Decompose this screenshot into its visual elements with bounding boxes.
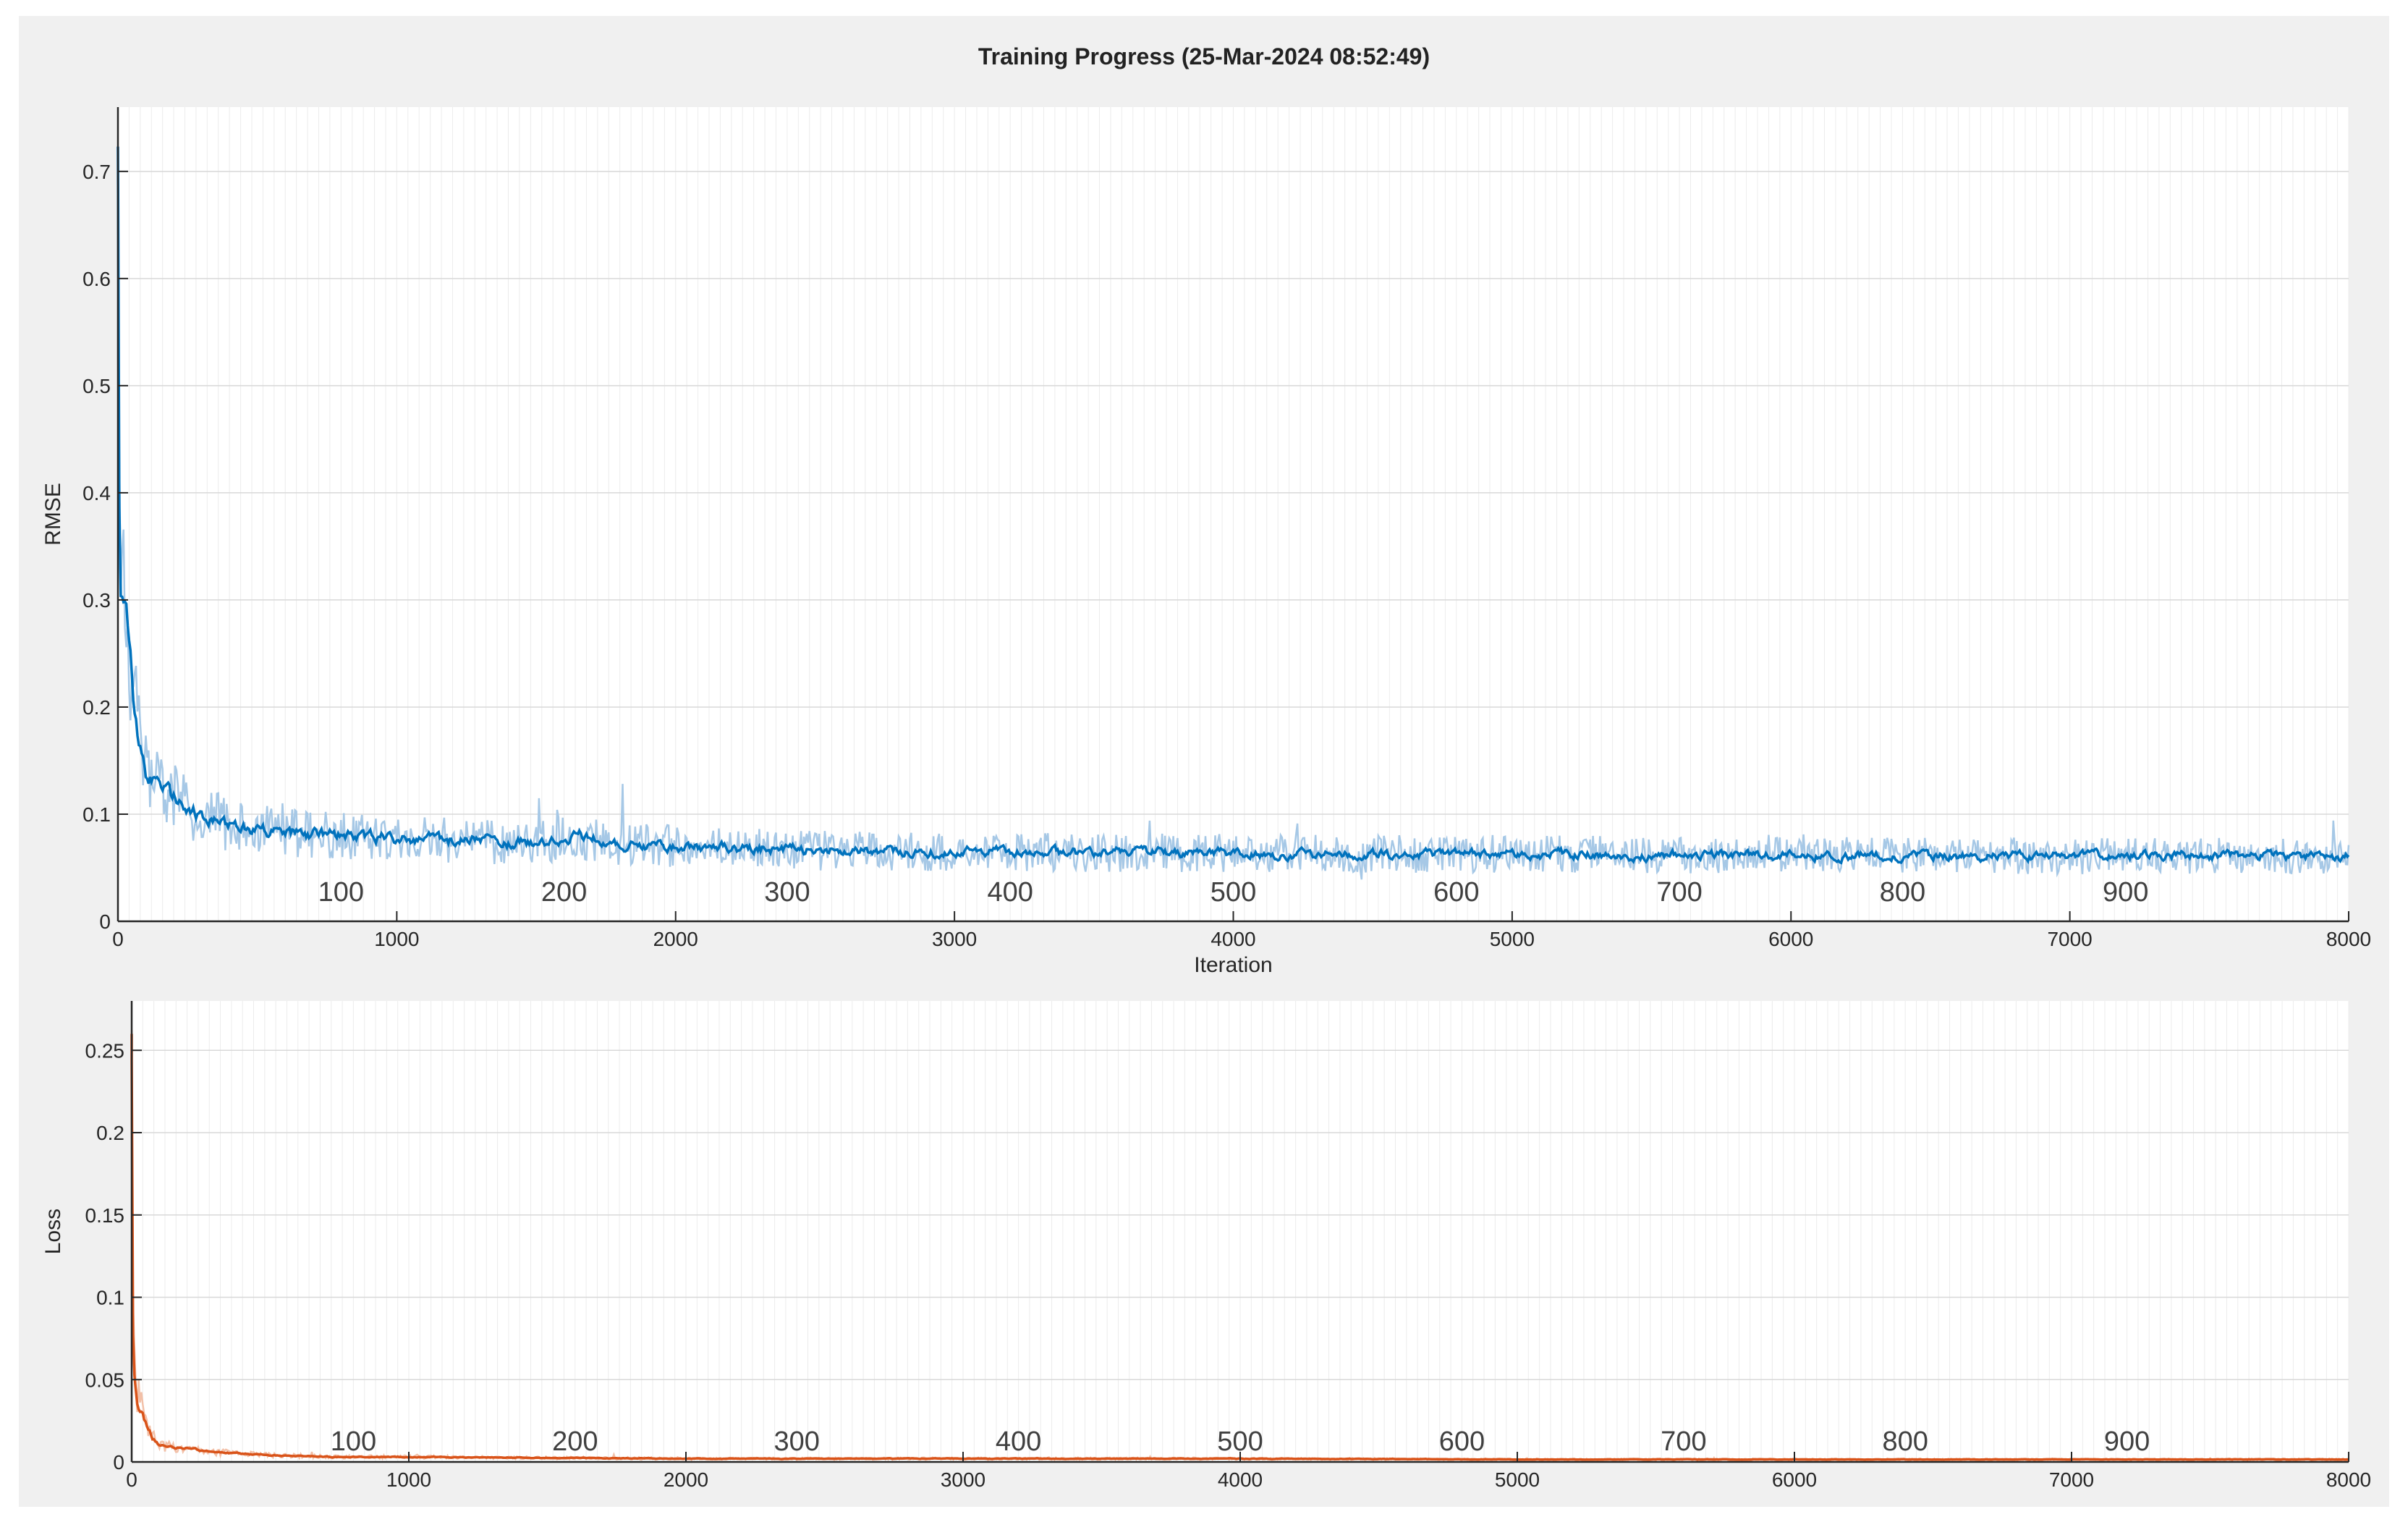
y-tick-label: 0: [99, 910, 111, 933]
epoch-label: 200: [552, 1426, 598, 1457]
x-tick-label: 5000: [1490, 928, 1535, 950]
epoch-label: 100: [331, 1426, 376, 1457]
epoch-label: 100: [318, 877, 364, 908]
x-tick-label: 4000: [1218, 1468, 1263, 1491]
epoch-label: 700: [1656, 877, 1702, 908]
minor-grid: [131, 1001, 2349, 1462]
x-tick-label: 7000: [2047, 928, 2092, 950]
x-tick-label: 0: [112, 928, 124, 950]
x-tick-label: 6000: [1768, 928, 1813, 950]
y-tick-label: 0.1: [82, 803, 111, 826]
x-tick-label: 1000: [374, 928, 419, 950]
y-axis-label: RMSE: [41, 483, 65, 546]
x-tick-label: 6000: [1772, 1468, 1817, 1491]
y-tick-label: 0.1: [96, 1287, 124, 1309]
epoch-label: 800: [1882, 1426, 1928, 1457]
smoothed-series-line: [116, 146, 2350, 865]
x-tick-label: 3000: [941, 1468, 985, 1491]
x-tick-label: 8000: [2326, 928, 2371, 950]
minor-grid: [117, 107, 2349, 921]
epoch-label: 700: [1661, 1426, 1706, 1457]
y-tick-label: 0.5: [82, 375, 111, 397]
x-tick-label: 2000: [653, 928, 698, 950]
x-tick-label: 5000: [1495, 1468, 1540, 1491]
y-tick-label: 0.6: [82, 268, 111, 290]
epoch-label: 600: [1433, 877, 1479, 908]
x-axis-label: Iteration: [1194, 953, 1272, 977]
epoch-label: 200: [541, 877, 587, 908]
epoch-label: 800: [1880, 877, 1925, 908]
figure-title: Training Progress (25-Mar-2024 08:52:49): [978, 43, 1430, 69]
epoch-label: 900: [2103, 877, 2148, 908]
x-tick-label: 3000: [932, 928, 977, 950]
x-tick-label: 2000: [664, 1468, 708, 1491]
x-tick-label: 1000: [386, 1468, 431, 1491]
x-tick-label: 0: [126, 1468, 137, 1491]
y-tick-label: 0.15: [85, 1204, 125, 1227]
epoch-label: 400: [996, 1426, 1041, 1457]
y-axis-label: Loss: [41, 1209, 65, 1254]
y-tick-label: 0.25: [85, 1039, 125, 1062]
epoch-label: 600: [1439, 1426, 1485, 1457]
y-tick-label: 0.2: [82, 696, 111, 719]
x-tick-label: 8000: [2326, 1468, 2371, 1491]
y-tick-label: 0.3: [82, 589, 111, 612]
y-tick-label: 0.7: [82, 161, 111, 183]
y-tick-label: 0.2: [96, 1122, 124, 1144]
epoch-label: 300: [764, 877, 810, 908]
y-tick-label: 0.4: [82, 482, 111, 504]
x-tick-label: 7000: [2049, 1468, 2094, 1491]
y-tick-label: 0.05: [85, 1369, 125, 1391]
epoch-label: 500: [1217, 1426, 1263, 1457]
epoch-label: 300: [773, 1426, 819, 1457]
y-tick-label: 0: [113, 1451, 124, 1474]
epoch-label: 400: [987, 877, 1033, 908]
epoch-label: 500: [1211, 877, 1256, 908]
x-tick-label: 4000: [1211, 928, 1255, 950]
epoch-label: 900: [2104, 1426, 2150, 1457]
